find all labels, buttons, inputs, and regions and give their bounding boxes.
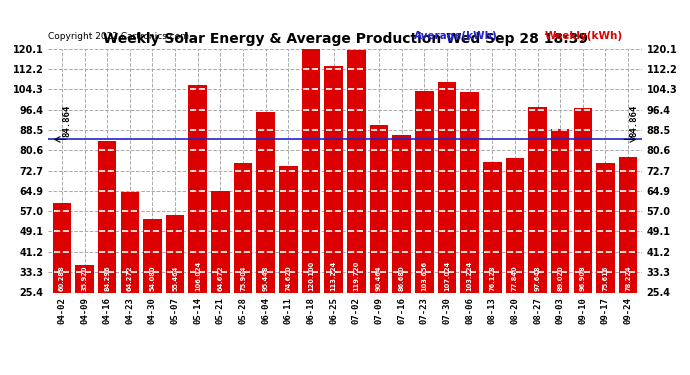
Bar	[75, 266, 94, 358]
Text: Weekly(kWh): Weekly(kWh)	[545, 32, 623, 41]
Text: 84.296: 84.296	[104, 266, 110, 291]
Text: 76.128: 76.128	[489, 266, 495, 291]
Bar	[551, 129, 569, 358]
Text: 103.224: 103.224	[466, 261, 473, 291]
Bar	[121, 192, 139, 358]
Bar	[324, 66, 343, 358]
Text: 97.648: 97.648	[535, 266, 540, 291]
Bar	[302, 49, 320, 358]
Text: 106.024: 106.024	[195, 261, 201, 291]
Text: 60.288: 60.288	[59, 266, 65, 291]
Text: 89.020: 89.020	[557, 266, 563, 291]
Bar	[529, 106, 546, 358]
Text: 78.224: 78.224	[625, 266, 631, 291]
Text: 113.224: 113.224	[331, 261, 337, 291]
Bar	[370, 125, 388, 358]
Bar	[483, 162, 502, 358]
Text: Copyright 2022 Cartronics.com: Copyright 2022 Cartronics.com	[48, 32, 189, 41]
Text: 119.720: 119.720	[353, 261, 359, 291]
Text: 107.024: 107.024	[444, 261, 450, 291]
Text: 96.908: 96.908	[580, 266, 586, 291]
Text: 74.620: 74.620	[286, 266, 291, 291]
Text: 75.616: 75.616	[602, 266, 609, 291]
Bar	[188, 85, 207, 358]
Text: 75.904: 75.904	[240, 266, 246, 291]
Text: 55.464: 55.464	[172, 266, 178, 291]
Text: 90.464: 90.464	[376, 266, 382, 291]
Text: 84.864: 84.864	[62, 105, 71, 137]
Bar	[596, 163, 615, 358]
Bar	[98, 141, 117, 358]
Bar	[347, 50, 366, 358]
Bar	[211, 191, 230, 358]
Text: 77.840: 77.840	[512, 266, 518, 291]
Text: 95.448: 95.448	[263, 266, 268, 291]
Text: 64.672: 64.672	[217, 266, 224, 291]
Text: 120.100: 120.100	[308, 261, 314, 291]
Text: 103.656: 103.656	[422, 261, 427, 291]
Title: Weekly Solar Energy & Average Production Wed Sep 28 18:39: Weekly Solar Energy & Average Production…	[103, 32, 587, 46]
Text: 64.272: 64.272	[127, 266, 133, 291]
Text: 86.680: 86.680	[399, 266, 404, 291]
Bar	[144, 219, 161, 358]
Bar	[52, 203, 71, 358]
Bar	[279, 166, 297, 358]
Bar	[619, 156, 638, 358]
Bar	[437, 82, 456, 358]
Text: Average(kWh): Average(kWh)	[414, 32, 497, 41]
Text: 84.864: 84.864	[629, 105, 638, 137]
Bar	[506, 158, 524, 358]
Bar	[257, 112, 275, 358]
Bar	[234, 162, 253, 358]
Bar	[415, 91, 433, 358]
Bar	[393, 135, 411, 358]
Bar	[573, 108, 592, 358]
Text: 35.920: 35.920	[81, 266, 88, 291]
Text: 54.080: 54.080	[150, 266, 155, 291]
Bar	[166, 215, 184, 358]
Bar	[460, 92, 479, 358]
